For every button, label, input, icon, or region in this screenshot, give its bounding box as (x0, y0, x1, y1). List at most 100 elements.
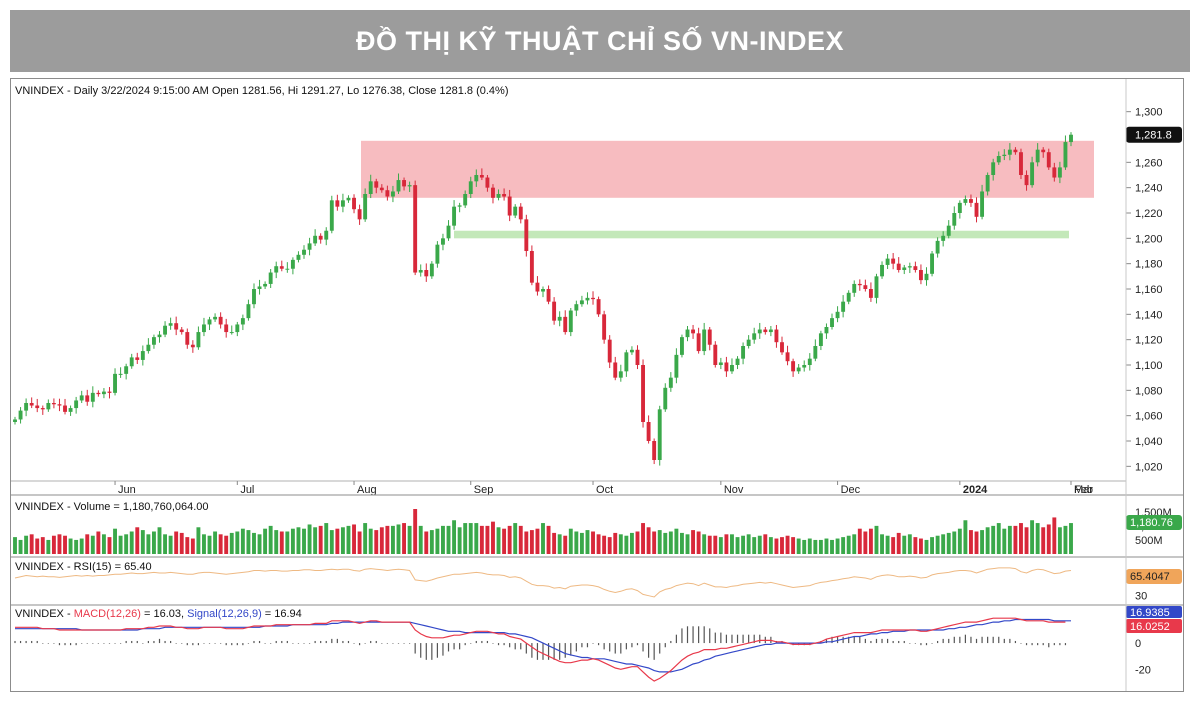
macd-histogram-bar (75, 643, 77, 646)
macd-histogram-bar (142, 643, 144, 644)
volume-bar (1069, 523, 1073, 554)
price-tick-label: 1,080 (1135, 385, 1163, 397)
macd-histogram-bar (992, 636, 994, 644)
volume-bar (46, 539, 51, 554)
candle-body (163, 325, 168, 335)
candle-body (791, 361, 796, 372)
macd-histogram-bar (81, 643, 83, 644)
volume-bar (813, 539, 818, 554)
macd-histogram-bar (103, 643, 105, 644)
candle-body (1024, 175, 1029, 186)
volume-last-tag: 1,180.76 (1126, 515, 1182, 530)
macd-histogram-bar (592, 643, 594, 644)
candle-body (174, 323, 179, 330)
candle-body (907, 266, 912, 268)
candle-body (413, 185, 418, 273)
signal-value: = 16.94 (262, 608, 302, 620)
candle-body (390, 191, 395, 197)
candle-body (713, 344, 718, 365)
candle-body (557, 316, 562, 321)
candle-body (213, 316, 218, 320)
price-tick-label: 1,220 (1135, 208, 1163, 220)
macd-histogram-bar (675, 634, 677, 644)
volume-bar (202, 534, 206, 554)
volume-bar (785, 535, 790, 554)
volume-bar (591, 531, 595, 554)
candle-body (185, 332, 190, 345)
macd-histogram-bar (553, 643, 555, 660)
candle-body (985, 175, 990, 192)
macd-histogram-bar (659, 643, 661, 654)
macd-histogram-bar (403, 643, 405, 644)
candle-body (735, 358, 740, 365)
volume-bar (213, 531, 218, 554)
volume-bar (135, 527, 140, 554)
volume-bars (13, 509, 1073, 554)
candle-body (129, 357, 134, 367)
candle-body (513, 206, 518, 216)
candle-body (474, 175, 479, 182)
macd-histogram-bar (436, 643, 438, 658)
macd-histogram-bar (581, 643, 583, 648)
candle-body (424, 270, 429, 277)
macd-histogram-bar (864, 638, 866, 644)
candle-body (491, 187, 495, 198)
volume-bar (846, 535, 851, 554)
macd-histogram-bar (492, 643, 494, 644)
candle-body (802, 365, 807, 368)
volume-bar (835, 538, 840, 554)
macd-histogram-bar (870, 640, 872, 644)
candle-body (902, 267, 907, 270)
price-tick-label: 1,260 (1135, 157, 1163, 169)
candle-body (335, 200, 340, 207)
month-label: Oct (596, 484, 613, 496)
candle-body (1046, 152, 1051, 168)
candle-body (768, 329, 773, 333)
macd-histogram-bar (69, 643, 72, 646)
price-tick-label: 1,040 (1135, 436, 1163, 448)
candle-body (707, 329, 712, 345)
volume-bar (691, 530, 696, 554)
candle-body (685, 329, 690, 338)
candle-body (529, 251, 534, 283)
volume-bar (413, 509, 418, 554)
macd-last-tag: 16.0252 (1126, 619, 1182, 633)
volume-bar (707, 535, 712, 554)
candle-body (696, 333, 701, 352)
candle-body (1057, 167, 1062, 178)
macd-histogram-bar (709, 628, 711, 644)
volume-bar (1030, 520, 1035, 554)
candle-body (785, 352, 790, 362)
candle-body (629, 349, 634, 353)
volume-bar (674, 528, 679, 554)
macd-histogram-bar (336, 638, 338, 644)
macd-histogram-bar (609, 643, 611, 652)
candle-body (718, 362, 723, 365)
macd-histogram-bar (987, 636, 989, 644)
candle-body (90, 392, 95, 402)
macd-histogram-bar (325, 640, 327, 644)
volume-bar (263, 528, 268, 554)
macd-histogram-bar (564, 643, 566, 658)
volume-bar (313, 527, 318, 554)
volume-bar (324, 523, 329, 554)
volume-bar (646, 527, 651, 554)
candle-body (324, 230, 329, 240)
volume-bar (613, 532, 618, 554)
candle-body (841, 301, 846, 312)
candle-body (1052, 167, 1057, 178)
volume-bar (452, 520, 457, 554)
volume-bar (768, 537, 773, 554)
candle-body (874, 276, 879, 298)
volume-bar (307, 524, 312, 554)
candle-body (385, 190, 390, 197)
candle-body (913, 266, 918, 270)
volume-bar (891, 537, 896, 554)
macd-histogram-bar (203, 643, 205, 644)
volume-bar (913, 537, 918, 554)
macd-histogram-bar (170, 640, 172, 644)
macd-histogram-bar (942, 638, 944, 644)
volume-bar (424, 531, 429, 554)
volume-bar (1052, 517, 1057, 554)
